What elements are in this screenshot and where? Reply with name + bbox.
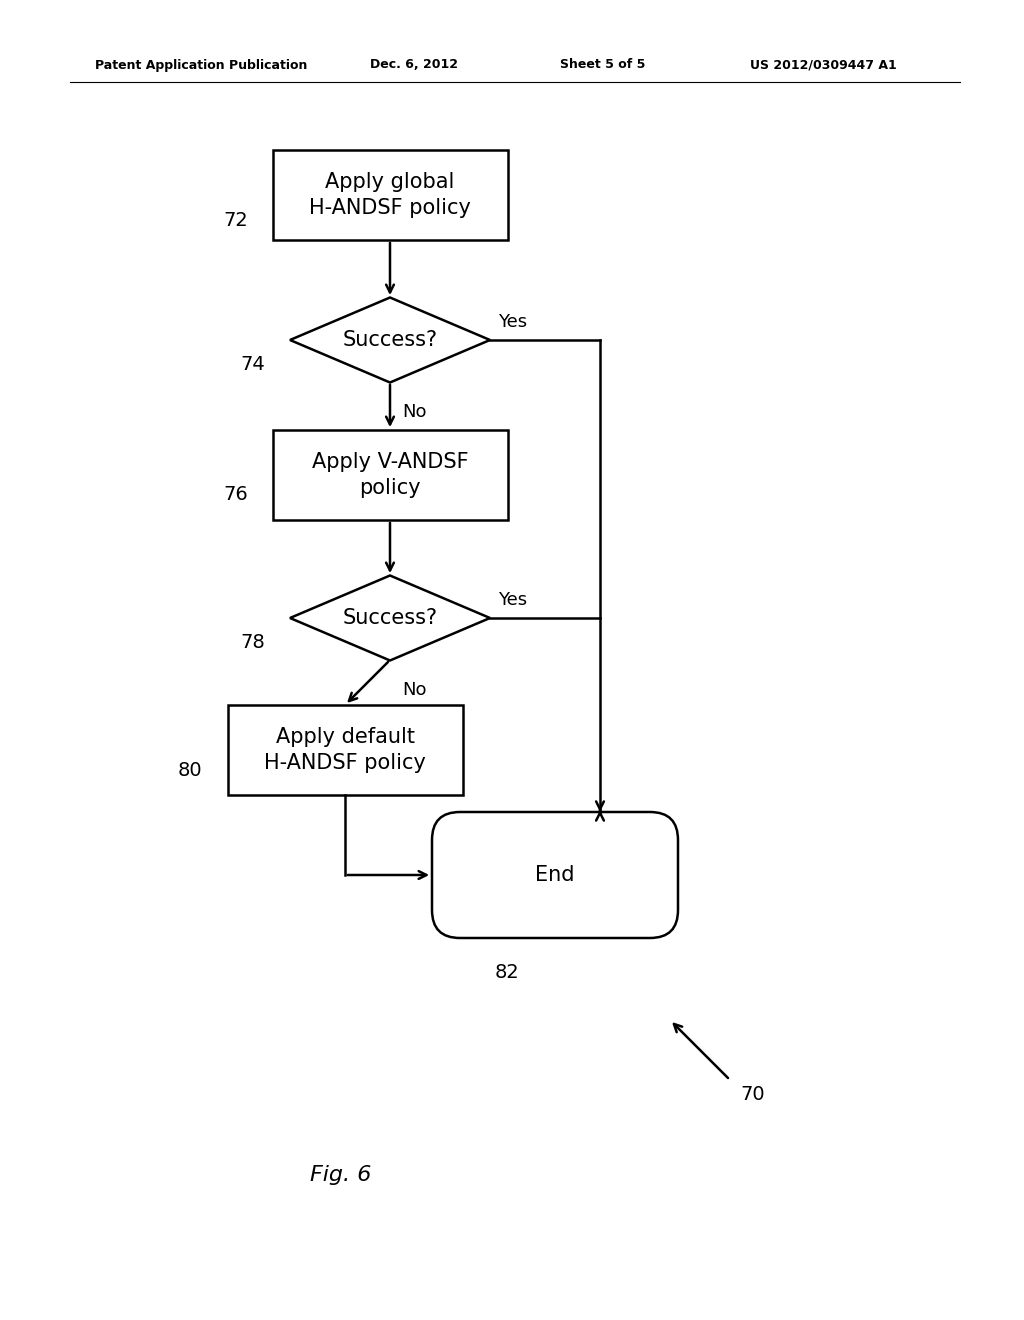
Text: 74: 74 bbox=[240, 355, 265, 375]
Text: Apply global
H-ANDSF policy: Apply global H-ANDSF policy bbox=[309, 172, 471, 218]
Text: Yes: Yes bbox=[498, 591, 527, 609]
Text: Success?: Success? bbox=[342, 609, 437, 628]
Text: Success?: Success? bbox=[342, 330, 437, 350]
Text: Apply default
H-ANDSF policy: Apply default H-ANDSF policy bbox=[264, 727, 426, 774]
FancyBboxPatch shape bbox=[432, 812, 678, 939]
Text: 72: 72 bbox=[223, 210, 248, 230]
Text: 82: 82 bbox=[495, 964, 520, 982]
Polygon shape bbox=[290, 297, 490, 383]
Text: End: End bbox=[536, 865, 574, 884]
FancyBboxPatch shape bbox=[272, 150, 508, 240]
Polygon shape bbox=[290, 576, 490, 660]
FancyBboxPatch shape bbox=[272, 430, 508, 520]
Text: US 2012/0309447 A1: US 2012/0309447 A1 bbox=[750, 58, 897, 71]
Text: Yes: Yes bbox=[498, 313, 527, 331]
Text: Sheet 5 of 5: Sheet 5 of 5 bbox=[560, 58, 645, 71]
Text: 76: 76 bbox=[223, 486, 248, 504]
Text: No: No bbox=[402, 403, 427, 421]
Text: No: No bbox=[402, 681, 427, 700]
Text: 70: 70 bbox=[740, 1085, 765, 1105]
FancyBboxPatch shape bbox=[227, 705, 463, 795]
Text: Patent Application Publication: Patent Application Publication bbox=[95, 58, 307, 71]
Text: 80: 80 bbox=[178, 760, 203, 780]
Text: 78: 78 bbox=[240, 634, 265, 652]
Text: Dec. 6, 2012: Dec. 6, 2012 bbox=[370, 58, 458, 71]
Text: Fig. 6: Fig. 6 bbox=[310, 1166, 372, 1185]
Text: Apply V-ANDSF
policy: Apply V-ANDSF policy bbox=[311, 451, 468, 498]
